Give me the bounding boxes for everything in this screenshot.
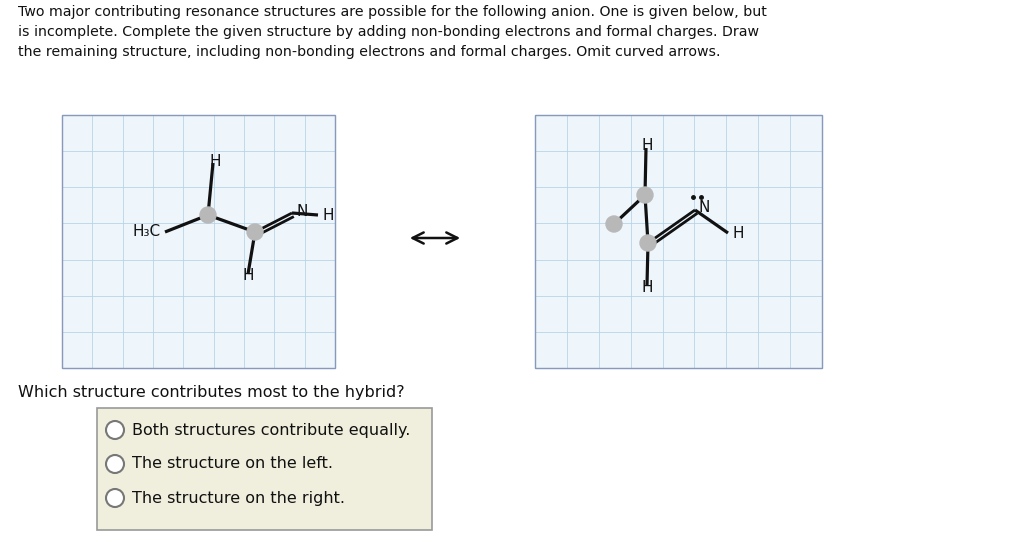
Circle shape xyxy=(606,216,622,232)
Text: H: H xyxy=(641,139,652,153)
Circle shape xyxy=(200,207,216,223)
Circle shape xyxy=(106,489,124,507)
Bar xyxy=(62,115,335,368)
Text: The structure on the right.: The structure on the right. xyxy=(132,491,345,505)
Text: H: H xyxy=(243,269,254,283)
Text: Both structures contribute equally.: Both structures contribute equally. xyxy=(132,423,411,437)
Circle shape xyxy=(247,224,263,240)
Circle shape xyxy=(637,187,653,203)
Text: H₃C: H₃C xyxy=(133,225,161,239)
Bar xyxy=(97,408,432,530)
Text: N: N xyxy=(296,205,307,219)
Circle shape xyxy=(640,235,656,251)
Text: The structure on the left.: The structure on the left. xyxy=(132,456,333,472)
Text: H: H xyxy=(323,207,335,222)
Bar xyxy=(535,115,822,368)
Bar xyxy=(535,115,822,368)
Text: H: H xyxy=(209,154,221,170)
Text: N: N xyxy=(699,201,711,215)
Bar xyxy=(62,115,335,368)
Circle shape xyxy=(106,421,124,439)
Circle shape xyxy=(106,455,124,473)
Text: Two major contributing resonance structures are possible for the following anion: Two major contributing resonance structu… xyxy=(18,5,767,59)
Text: H: H xyxy=(641,280,652,294)
Text: H: H xyxy=(733,226,744,242)
Text: Which structure contributes most to the hybrid?: Which structure contributes most to the … xyxy=(18,385,404,400)
